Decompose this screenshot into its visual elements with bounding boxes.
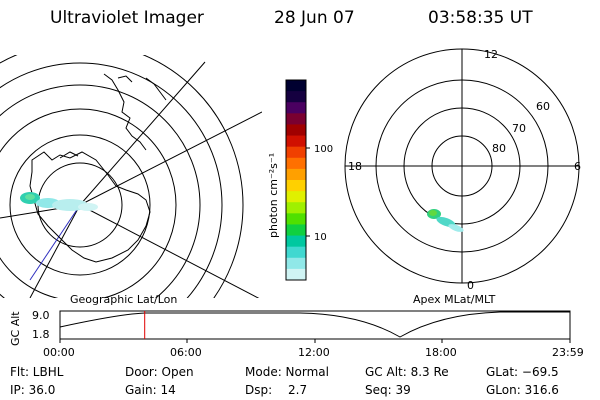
seq-status: Seq: 39 [365,383,411,397]
colorbar-swatch [286,113,306,125]
timeline-xtick-2359: 23:59 [552,346,584,359]
colorbar [285,79,307,281]
colorbar-swatch [286,135,306,148]
timeline-ticks [59,339,571,343]
polar-aurora [427,209,464,232]
colorbar-tick-100: 100 [314,144,333,155]
mlt-label-0: 0 [467,279,474,292]
door-status: Door: Open [125,365,194,379]
colorbar-swatch [286,168,306,181]
mlt-label-12: 12 [484,48,498,61]
colorbar-swatch [286,257,306,270]
timeline-xtick-1800: 18:00 [425,346,457,359]
geographic-label: Geographic Lat/Lon [70,293,177,306]
mlat-label-80: 80 [492,142,506,155]
colorbar-swatch [286,146,306,159]
date-label: 28 Jun 07 [274,8,355,28]
mlat-label-60: 60 [536,100,550,113]
colorbar-swatch [286,246,306,259]
colorbar-swatch [286,80,306,92]
timeline-xtick-0600: 06:00 [170,346,202,359]
colorbar-tick-10: 10 [314,232,327,243]
colorbar-swatch [286,191,306,203]
mlat-label-70: 70 [512,122,526,135]
mode-status: Mode: Normal [245,365,329,379]
time-label: 03:58:35 UT [428,8,533,28]
colorbar-swatch [286,124,306,137]
colorbar-ticks [306,147,310,237]
timeline-panel [59,310,571,343]
apex-label: Apex MLat/MLT [413,293,496,306]
colorbar-swatch [286,91,306,103]
altitude-curve [59,311,570,338]
glat-status: GLat: −69.5 [486,365,559,379]
timeline-ytick-high: 9.0 [32,309,50,322]
colorbar-swatch [286,268,306,281]
colorbar-swatch [286,202,306,214]
timeline-xtick-0000: 00:00 [43,346,75,359]
mlt-label-18: 18 [348,160,362,173]
sun-direction-line [29,204,81,281]
instrument-title: Ultraviolet Imager [50,8,204,28]
dsp-status-label: Dsp: [245,383,273,397]
filter-status: Flt: LBHL [10,365,64,379]
dsp-status-value: 2.7 [288,383,308,397]
timeline-ytick-low: 1.8 [32,328,50,341]
colorbar-swatch [286,102,306,114]
colorbar-swatch [286,180,306,192]
gc-alt-status: GC Alt: 8.3 Re [365,365,449,379]
longitude-lines [0,61,262,298]
colorbar-swatch [286,213,306,225]
glon-status: GLon: 316.6 [486,383,559,397]
polar-map [344,48,580,284]
colorbar-swatch [286,235,306,248]
colorbar-swatch [286,157,306,170]
geographic-map [0,55,262,298]
timeline-axis-label: GC Alt [9,311,22,346]
coastlines [29,73,167,263]
mlt-label-6: 6 [574,160,581,173]
timeline-xtick-1200: 12:00 [298,346,330,359]
gain-status: Gain: 14 [125,383,176,397]
colorbar-swatch [286,224,306,237]
ip-status: IP: 36.0 [10,383,56,397]
colorbar-unit-label: photon cm⁻²s⁻¹ [267,153,280,238]
colorbar-frame [285,79,307,281]
aurora-emission [20,192,98,211]
